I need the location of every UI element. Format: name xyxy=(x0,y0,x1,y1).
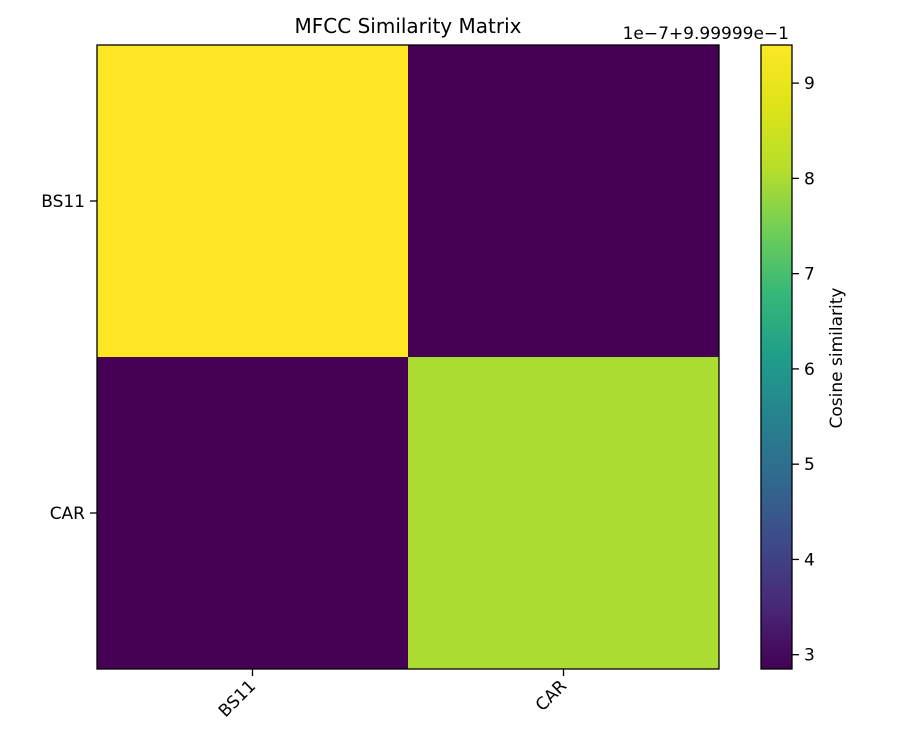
y-tick-label: BS11 xyxy=(41,192,85,212)
heatmap-cell xyxy=(408,357,719,669)
colorbar-ticks: 3 4 5 6 7 8 9 xyxy=(792,74,815,666)
colorbar-tick-label: 7 xyxy=(804,265,815,285)
colorbar-offset-text: 1e−7+9.99999e−1 xyxy=(623,24,789,44)
x-axis: BS11 CAR xyxy=(215,669,571,722)
colorbar-tick-label: 8 xyxy=(804,169,815,189)
colorbar-label: Cosine similarity xyxy=(827,288,847,429)
x-tick-label: BS11 xyxy=(215,676,260,721)
x-tick-label: CAR xyxy=(532,676,571,715)
colorbar xyxy=(760,44,793,670)
colorbar-tick-label: 5 xyxy=(804,455,815,475)
colorbar-tick-label: 6 xyxy=(804,360,815,380)
heatmap-cell xyxy=(97,357,408,669)
colorbar-tick-label: 4 xyxy=(804,550,815,570)
heatmap-cells xyxy=(97,45,719,669)
heatmap-cell xyxy=(408,45,719,357)
y-tick-label: CAR xyxy=(50,504,85,524)
chart-title: MFCC Similarity Matrix xyxy=(295,14,522,38)
colorbar-tick-label: 9 xyxy=(804,74,815,94)
colorbar-tick-label: 3 xyxy=(804,646,815,666)
heatmap-cell xyxy=(97,45,408,357)
y-axis: BS11 CAR xyxy=(41,192,97,524)
plot-frame xyxy=(96,44,720,670)
